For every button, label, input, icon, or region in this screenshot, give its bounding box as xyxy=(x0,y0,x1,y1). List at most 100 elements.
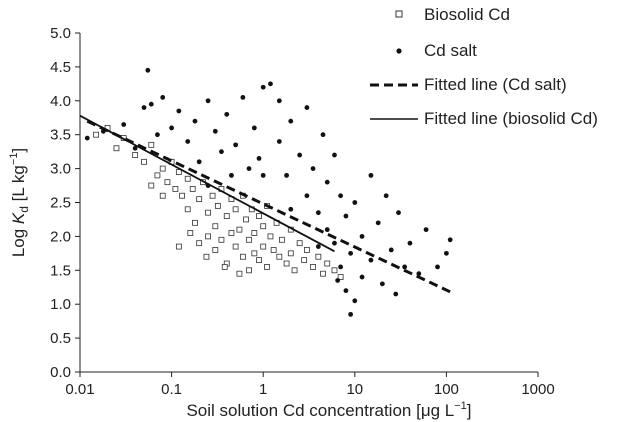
data-point-biosolid-cd xyxy=(148,182,155,189)
data-point-biosolid-cd xyxy=(212,247,219,253)
data-point-biosolid-cd xyxy=(214,202,221,209)
data-point-cd-salt xyxy=(359,234,365,239)
data-point-cd-salt xyxy=(169,125,175,131)
data-point-cd-salt xyxy=(185,139,191,144)
legend-item-biosolid-cd: Biosolid Cd xyxy=(395,5,510,24)
data-point-cd-salt xyxy=(256,156,262,161)
legend-item-fitted-biosolid-cd: Fitted line (biosolid Cd) xyxy=(370,109,598,128)
x-tick-label: 100 xyxy=(434,381,459,398)
y-tick-label: 1.5 xyxy=(50,262,71,279)
data-point-cd-salt xyxy=(423,227,429,233)
y-tick-label: 0.0 xyxy=(50,364,71,381)
data-point-cd-salt xyxy=(205,98,211,104)
data-point-cd-salt xyxy=(352,298,358,304)
data-point-biosolid-cd xyxy=(187,230,194,236)
data-point-cd-salt xyxy=(148,101,154,107)
data-point-cd-salt xyxy=(84,135,90,141)
data-point-cd-salt xyxy=(343,213,349,219)
data-point-biosolid-cd xyxy=(205,209,211,216)
data-point-biosolid-cd xyxy=(260,243,267,250)
data-point-biosolid-cd xyxy=(159,192,166,199)
data-point-biosolid-cd xyxy=(172,186,179,192)
data-point-biosolid-cd xyxy=(246,236,252,243)
y-axis-ticks: 0.0 0.5 1.0 1.5 2.0 2.5 3.0 3.5 4.0 4.5 5.0 xyxy=(50,25,80,381)
data-point-biosolid-cd xyxy=(175,243,182,250)
data-point-biosolid-cd xyxy=(232,206,239,213)
data-point-biosolid-cd xyxy=(301,257,308,264)
data-point-biosolid-cd xyxy=(175,169,182,175)
data-point-biosolid-cd xyxy=(304,247,310,253)
data-point-biosolid-cd xyxy=(205,233,211,240)
data-point-cd-salt xyxy=(343,288,349,294)
data-point-cd-salt xyxy=(332,240,337,246)
data-point-cd-salt xyxy=(260,172,266,178)
data-point-biosolid-cd xyxy=(212,223,219,230)
data-point-biosolid-cd xyxy=(283,260,290,267)
data-point-cd-salt xyxy=(402,264,408,270)
data-point-biosolid-cd xyxy=(320,270,326,277)
x-axis-label: Soil solution Cd concentration [μg L−1] xyxy=(186,400,471,420)
x-tick-label: 1 xyxy=(259,381,267,398)
data-point-biosolid-cd xyxy=(196,196,203,203)
y-tick-label: 3.0 xyxy=(50,161,71,178)
data-point-cd-salt xyxy=(359,274,365,280)
data-point-cd-salt xyxy=(141,105,147,110)
data-point-cd-salt xyxy=(304,193,310,199)
data-point-cd-salt xyxy=(224,111,230,117)
data-point-cd-salt xyxy=(297,152,303,158)
x-tick-label: 0.1 xyxy=(161,381,182,398)
data-point-cd-salt xyxy=(388,247,394,253)
data-point-biosolid-cd xyxy=(196,240,203,247)
data-point-cd-salt xyxy=(246,166,252,172)
data-point-biosolid-cd xyxy=(251,230,258,236)
data-point-cd-salt xyxy=(383,193,389,199)
data-point-cd-salt xyxy=(396,210,401,216)
data-point-cd-salt xyxy=(160,95,166,100)
data-point-biosolid-cd xyxy=(159,165,166,172)
data-point-cd-salt xyxy=(407,240,413,246)
data-point-cd-salt xyxy=(288,118,294,124)
data-point-biosolid-cd xyxy=(192,219,198,226)
data-point-cd-salt xyxy=(315,210,321,216)
x-tick-label: 1000 xyxy=(521,381,554,398)
data-point-biosolid-cd xyxy=(164,179,171,186)
data-point-biosolid-cd xyxy=(239,253,246,260)
data-point-biosolid-cd xyxy=(324,260,331,267)
data-point-cd-salt xyxy=(233,142,239,148)
data-point-cd-salt xyxy=(304,105,310,110)
data-point-cd-salt xyxy=(368,172,374,178)
data-point-cd-salt xyxy=(212,128,218,134)
legend-label: Fitted line (biosolid Cd) xyxy=(424,109,598,128)
data-point-cd-salt xyxy=(338,193,344,199)
data-point-cd-salt xyxy=(310,166,316,172)
data-point-biosolid-cd xyxy=(148,141,155,148)
y-tick-label: 5.0 xyxy=(50,25,71,42)
data-point-biosolid-cd xyxy=(221,264,228,270)
data-point-biosolid-cd xyxy=(209,192,216,199)
data-point-biosolid-cd xyxy=(203,253,210,260)
data-point-biosolid-cd xyxy=(291,267,298,274)
data-point-biosolid-cd xyxy=(236,270,243,277)
series-open-square xyxy=(93,125,344,280)
data-point-cd-salt xyxy=(379,281,385,287)
data-point-biosolid-cd xyxy=(154,172,161,179)
data-point-biosolid-cd xyxy=(179,192,185,199)
legend-label: Biosolid Cd xyxy=(424,5,510,24)
data-point-cd-salt xyxy=(240,95,246,100)
data-point-biosolid-cd xyxy=(218,236,225,243)
data-point-cd-salt xyxy=(338,264,344,270)
y-axis-label: Log Kd [L kg−1] xyxy=(8,148,31,257)
y-tick-label: 4.5 xyxy=(50,59,71,76)
legend-marker-filled-circle xyxy=(396,48,402,54)
data-point-biosolid-cd xyxy=(232,243,239,250)
data-point-biosolid-cd xyxy=(264,264,270,270)
plot-area xyxy=(79,67,453,317)
data-point-cd-salt xyxy=(447,237,453,243)
data-point-cd-salt xyxy=(284,172,289,178)
data-point-cd-salt xyxy=(268,81,273,87)
data-point-cd-salt xyxy=(352,200,358,205)
data-point-biosolid-cd xyxy=(113,145,120,152)
y-tick-label: 1.0 xyxy=(50,296,71,313)
y-tick-label: 0.5 xyxy=(50,330,71,347)
